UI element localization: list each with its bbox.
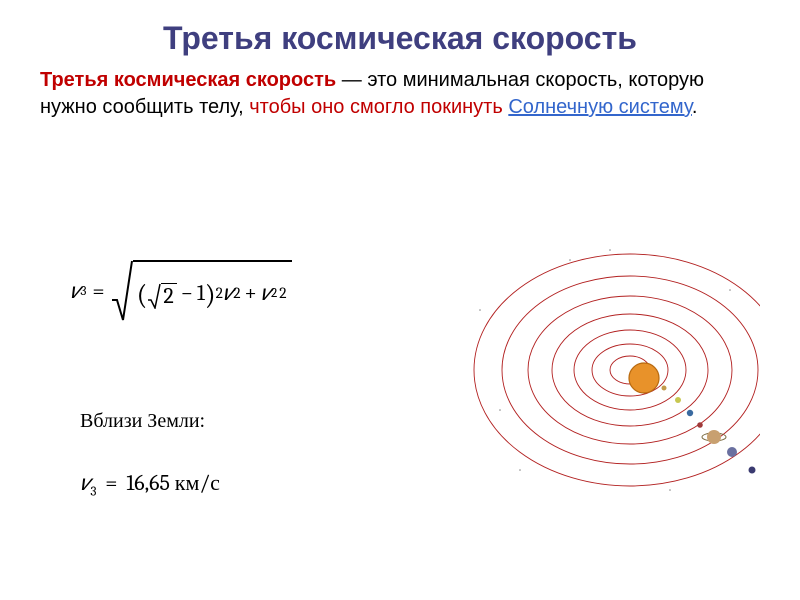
- solar-system-link[interactable]: Солнечную систему: [508, 96, 692, 118]
- plus: +: [240, 280, 260, 306]
- v-middle: 𝑣: [223, 280, 233, 306]
- solar-system-diagram: [420, 220, 760, 500]
- v3-eq: =: [101, 470, 121, 496]
- v3-var: 𝑣: [80, 470, 90, 496]
- outer-radicand: ( 2 − 1 ) 2 𝑣 2 + 𝑣2 2: [133, 260, 293, 322]
- rparen: ): [205, 279, 216, 311]
- one: 1: [197, 280, 205, 306]
- v3-numeric-value: 𝑣3 = 16,65 км/с: [80, 470, 220, 499]
- definition-paragraph: Третья космическая скорость — это минима…: [0, 67, 800, 121]
- definition-term: Третья космическая скорость: [40, 69, 336, 91]
- inner-radicand: 2: [161, 283, 176, 309]
- v2-sym: 𝑣: [261, 280, 271, 306]
- outer-radical-icon: [111, 260, 133, 322]
- v3-sub: 3: [90, 484, 96, 499]
- minus: −: [177, 280, 197, 306]
- v-middle-exp: 2: [233, 284, 240, 302]
- v3-number: 16,65 км/с: [126, 470, 220, 496]
- definition-red: чтобы оно смогло покинуть: [249, 96, 508, 118]
- formula-lhs-var: 𝑣: [70, 278, 80, 304]
- definition-trailing: .: [692, 96, 698, 118]
- lparen: (: [137, 279, 148, 311]
- v2-exp: 2: [279, 284, 286, 302]
- inner-radical-icon: [147, 283, 161, 309]
- v2-sub: 2: [271, 286, 277, 301]
- page-title: Третья космическая скорость: [0, 0, 800, 67]
- definition-dash: —: [336, 69, 367, 91]
- v3-formula: 𝑣3 = ( 2 − 1 ): [70, 260, 292, 322]
- formula-block: 𝑣3 = ( 2 − 1 ): [70, 260, 292, 322]
- inner-sqrt: 2: [147, 281, 176, 309]
- near-earth-label: Вблизи Земли:: [80, 410, 205, 433]
- formula-equals: =: [86, 278, 110, 304]
- paren-exp: 2: [216, 284, 223, 302]
- outer-sqrt: ( 2 − 1 ) 2 𝑣 2 + 𝑣2 2: [111, 260, 293, 322]
